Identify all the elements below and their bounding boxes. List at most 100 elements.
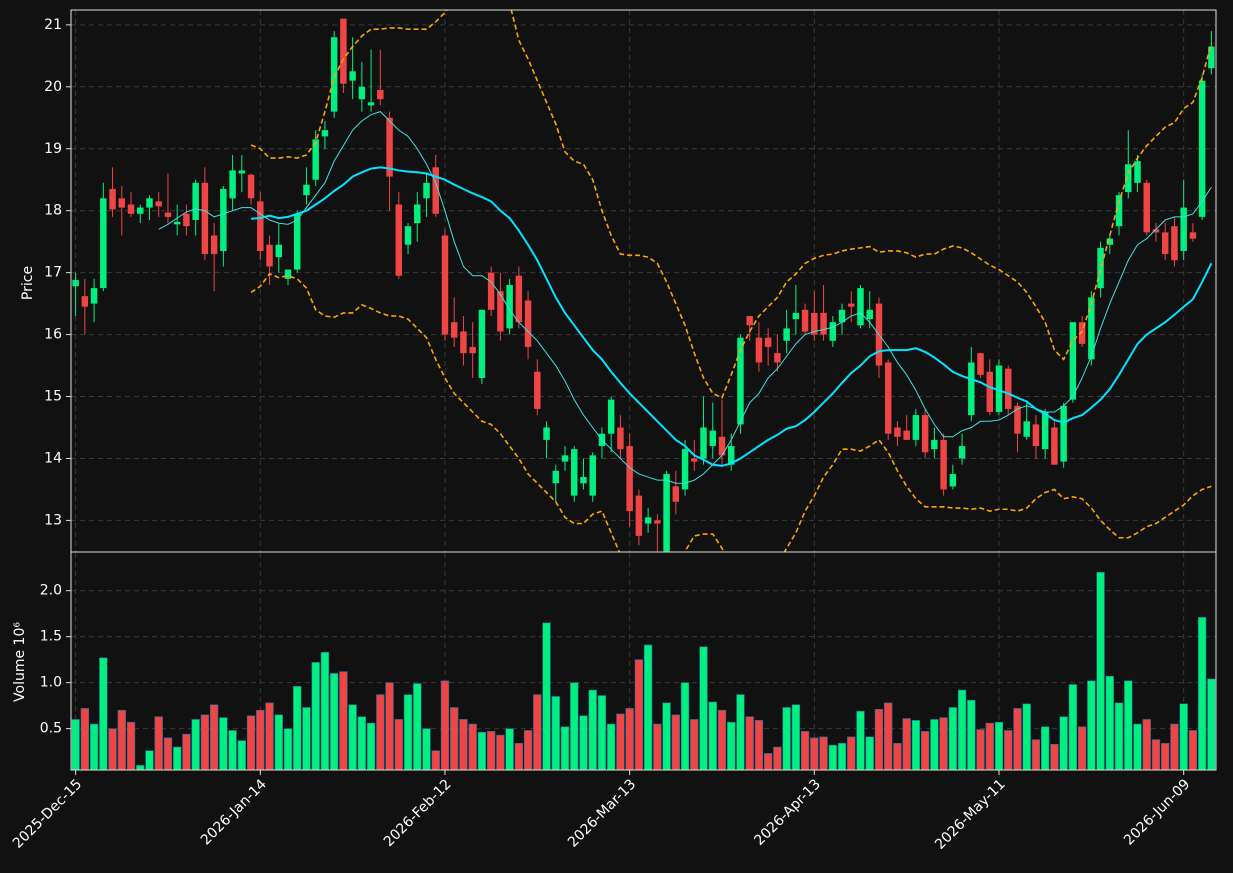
volume-bar	[339, 671, 348, 770]
candle-body	[921, 415, 929, 453]
x-tick-label: 2026-May-11	[932, 776, 1009, 853]
candle-body	[986, 371, 994, 413]
candle-body	[1134, 161, 1141, 183]
volume-bar	[727, 721, 736, 770]
candle-body	[100, 198, 107, 289]
candle-body	[164, 212, 172, 217]
volume-bar	[385, 682, 394, 770]
candle-body	[774, 353, 781, 363]
y-tick-label: 1.0	[40, 675, 62, 691]
candle-body	[72, 280, 79, 287]
volume-frame	[70, 551, 1217, 771]
volume-bar	[643, 644, 653, 770]
volume-bar	[1188, 730, 1198, 770]
volume-bar	[329, 673, 339, 770]
volume-bar	[256, 709, 265, 770]
candle-body	[349, 71, 356, 81]
volume-bar	[1050, 743, 1059, 770]
candle-body	[737, 337, 744, 425]
volume-bar	[413, 683, 422, 770]
volume-bar	[819, 736, 828, 770]
candle-body	[478, 309, 486, 378]
candle-body	[635, 495, 643, 536]
candle-body	[441, 235, 449, 335]
volume-bar	[173, 746, 182, 770]
volume-bar	[939, 717, 948, 770]
volume-bar	[403, 694, 413, 770]
candle-body	[1189, 232, 1197, 239]
volume-bar	[394, 719, 403, 770]
volume-bar	[274, 714, 283, 770]
volume-bar	[191, 719, 200, 770]
y-tick-label: 20	[44, 79, 62, 95]
candle-body	[1088, 297, 1095, 360]
y-tick-label: 21	[44, 17, 62, 33]
volume-bar	[680, 682, 690, 770]
volume-marks	[71, 572, 1216, 770]
volume-bar	[856, 710, 865, 770]
x-tick-label: 2026-Jan-14	[198, 776, 270, 848]
candle-body	[303, 184, 310, 196]
candle-body	[506, 285, 513, 329]
candle-body	[977, 353, 984, 375]
candle-body	[995, 365, 1003, 413]
volume-bar	[902, 718, 911, 770]
candle-body	[1014, 405, 1021, 434]
candle-body	[718, 436, 726, 456]
y-tick-label: 13	[44, 512, 62, 528]
candle-body	[247, 174, 255, 199]
x-tick-label: 2025-Dec-15	[10, 776, 85, 851]
candle-body	[173, 221, 181, 225]
candle-body	[884, 362, 892, 434]
candle-body	[589, 455, 596, 496]
candle-body	[792, 312, 800, 320]
volume-bar	[1114, 702, 1124, 770]
volume-bar	[791, 704, 801, 770]
volume-bar	[1077, 726, 1087, 770]
candle-body	[127, 204, 135, 214]
candle-body	[340, 18, 347, 84]
candle-body	[1106, 238, 1114, 245]
volume-bar	[1151, 739, 1161, 770]
volume-bar	[228, 730, 237, 770]
volume-bar	[542, 622, 551, 770]
volume-bar	[754, 720, 764, 770]
volume-bar	[967, 699, 976, 770]
volume-bar	[671, 714, 680, 770]
candle-body	[829, 322, 837, 341]
volume-bar	[117, 709, 126, 770]
y-tick-label: 18	[44, 203, 62, 219]
candle-body	[515, 275, 523, 323]
candle-body	[848, 303, 855, 307]
volume-bar	[699, 646, 708, 770]
candle-body	[1180, 207, 1187, 251]
volume-bar	[976, 729, 985, 770]
candle-body	[1198, 80, 1206, 217]
volume-bar	[108, 728, 117, 770]
volume-bar	[440, 680, 450, 770]
volume-bar	[1040, 726, 1050, 770]
candle-body	[663, 473, 670, 552]
candle-body	[450, 322, 458, 338]
candle-body	[607, 399, 615, 434]
candle-body	[469, 346, 476, 354]
candle-body	[90, 288, 98, 304]
candle-body	[543, 427, 550, 440]
volume-bar	[366, 722, 376, 770]
candle-body	[1005, 368, 1012, 409]
candle-body	[1115, 195, 1123, 227]
volume-bar	[320, 652, 330, 770]
candle-body	[700, 427, 707, 459]
candle-body	[312, 139, 319, 180]
volume-bar	[283, 728, 293, 770]
candle-body	[1069, 322, 1077, 400]
candle-body	[912, 415, 920, 440]
volume-bar	[533, 694, 542, 770]
candle-body	[487, 272, 495, 310]
volume-bar	[1124, 680, 1133, 770]
volume-bar	[763, 753, 773, 770]
volume-bar	[994, 721, 1004, 770]
candle-body	[460, 331, 467, 354]
candle-body	[275, 244, 282, 258]
